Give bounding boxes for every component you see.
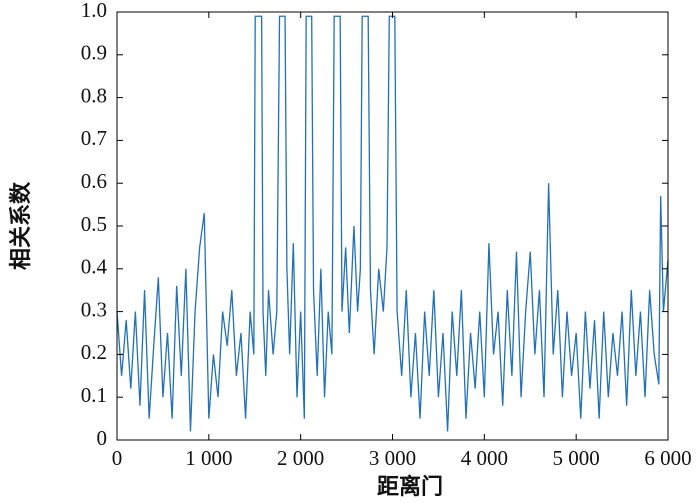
y-tick-label: 0.7 bbox=[81, 126, 107, 150]
x-tick-label: 3 000 bbox=[369, 446, 416, 470]
y-axis-label: 相关系数 bbox=[8, 181, 34, 270]
y-tick-label: 1.0 bbox=[81, 0, 107, 22]
x-tick-label: 2 000 bbox=[277, 446, 324, 470]
y-tick-label: 0.2 bbox=[81, 340, 107, 364]
x-tick-label: 0 bbox=[112, 446, 123, 470]
y-tick-label: 0.4 bbox=[81, 255, 108, 279]
x-tick-label: 5 000 bbox=[553, 446, 600, 470]
y-tick-label: 0.3 bbox=[81, 297, 107, 321]
y-tick-label: 0.5 bbox=[81, 212, 107, 236]
x-tick-label: 6 000 bbox=[644, 446, 691, 470]
plot-frame bbox=[116, 11, 669, 441]
y-tick-label: 0.8 bbox=[81, 83, 107, 107]
y-tick-label: 0.9 bbox=[81, 41, 107, 65]
y-tick-label: 0.1 bbox=[81, 383, 107, 407]
y-tick-label: 0.6 bbox=[81, 169, 107, 193]
y-tick-label: 0 bbox=[97, 426, 108, 450]
x-axis-label: 距离门 bbox=[377, 474, 443, 500]
x-tick-label: 4 000 bbox=[461, 446, 508, 470]
data-line bbox=[116, 15, 669, 432]
x-tick-label: 1 000 bbox=[185, 446, 232, 470]
